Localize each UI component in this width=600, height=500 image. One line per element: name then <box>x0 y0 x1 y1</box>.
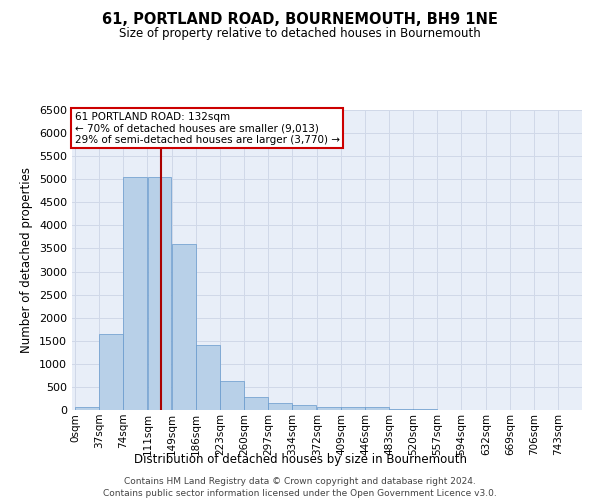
Text: 61, PORTLAND ROAD, BOURNEMOUTH, BH9 1NE: 61, PORTLAND ROAD, BOURNEMOUTH, BH9 1NE <box>102 12 498 28</box>
Bar <box>268 404 292 410</box>
Bar <box>317 406 341 410</box>
Bar <box>389 408 413 410</box>
Text: Contains public sector information licensed under the Open Government Licence v3: Contains public sector information licen… <box>103 489 497 498</box>
Bar <box>244 396 268 410</box>
Bar <box>172 244 196 410</box>
Text: Size of property relative to detached houses in Bournemouth: Size of property relative to detached ho… <box>119 28 481 40</box>
Bar <box>76 406 99 410</box>
Y-axis label: Number of detached properties: Number of detached properties <box>20 167 34 353</box>
Bar <box>220 382 244 410</box>
Text: Distribution of detached houses by size in Bournemouth: Distribution of detached houses by size … <box>133 452 467 466</box>
Text: Contains HM Land Registry data © Crown copyright and database right 2024.: Contains HM Land Registry data © Crown c… <box>124 478 476 486</box>
Bar <box>124 177 147 410</box>
Bar <box>148 177 171 410</box>
Bar <box>341 408 365 410</box>
Bar <box>100 334 123 410</box>
Bar <box>365 406 389 410</box>
Bar <box>196 346 220 410</box>
Bar <box>292 405 316 410</box>
Text: 61 PORTLAND ROAD: 132sqm
← 70% of detached houses are smaller (9,013)
29% of sem: 61 PORTLAND ROAD: 132sqm ← 70% of detach… <box>74 112 340 144</box>
